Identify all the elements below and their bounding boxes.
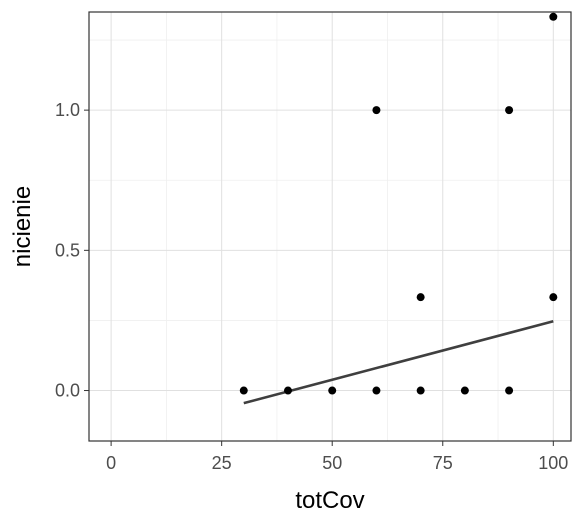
minor-gridlines (89, 12, 571, 441)
y-tick-label: 1.0 (55, 100, 80, 120)
x-tick-label: 0 (106, 453, 116, 473)
x-tick-label: 50 (322, 453, 342, 473)
data-point (505, 386, 514, 395)
data-point (372, 386, 381, 395)
y-axis-title: nicienie (9, 186, 36, 267)
x-tick-label: 25 (212, 453, 232, 473)
data-point (460, 386, 469, 395)
data-point (372, 106, 381, 115)
x-tick-label: 100 (538, 453, 568, 473)
data-point (416, 293, 425, 302)
data-point (505, 106, 514, 115)
data-point (328, 386, 337, 395)
y-tick-label: 0.5 (55, 240, 80, 260)
data-point (239, 386, 248, 395)
data-points (239, 12, 558, 395)
plot-panel (89, 12, 571, 441)
y-axis-ticks: 0.0 0.5 1.0 (55, 100, 89, 401)
fit-line (243, 320, 554, 405)
plot-border (88, 11, 572, 442)
y-tick-label: 0.0 (55, 381, 80, 401)
x-axis-ticks: 0 25 50 75 100 (106, 441, 568, 473)
x-axis-title: totCov (295, 487, 364, 512)
data-point (283, 386, 292, 395)
data-point (549, 12, 558, 21)
data-point (416, 386, 425, 395)
data-point (549, 293, 558, 302)
x-tick-label: 75 (433, 453, 453, 473)
